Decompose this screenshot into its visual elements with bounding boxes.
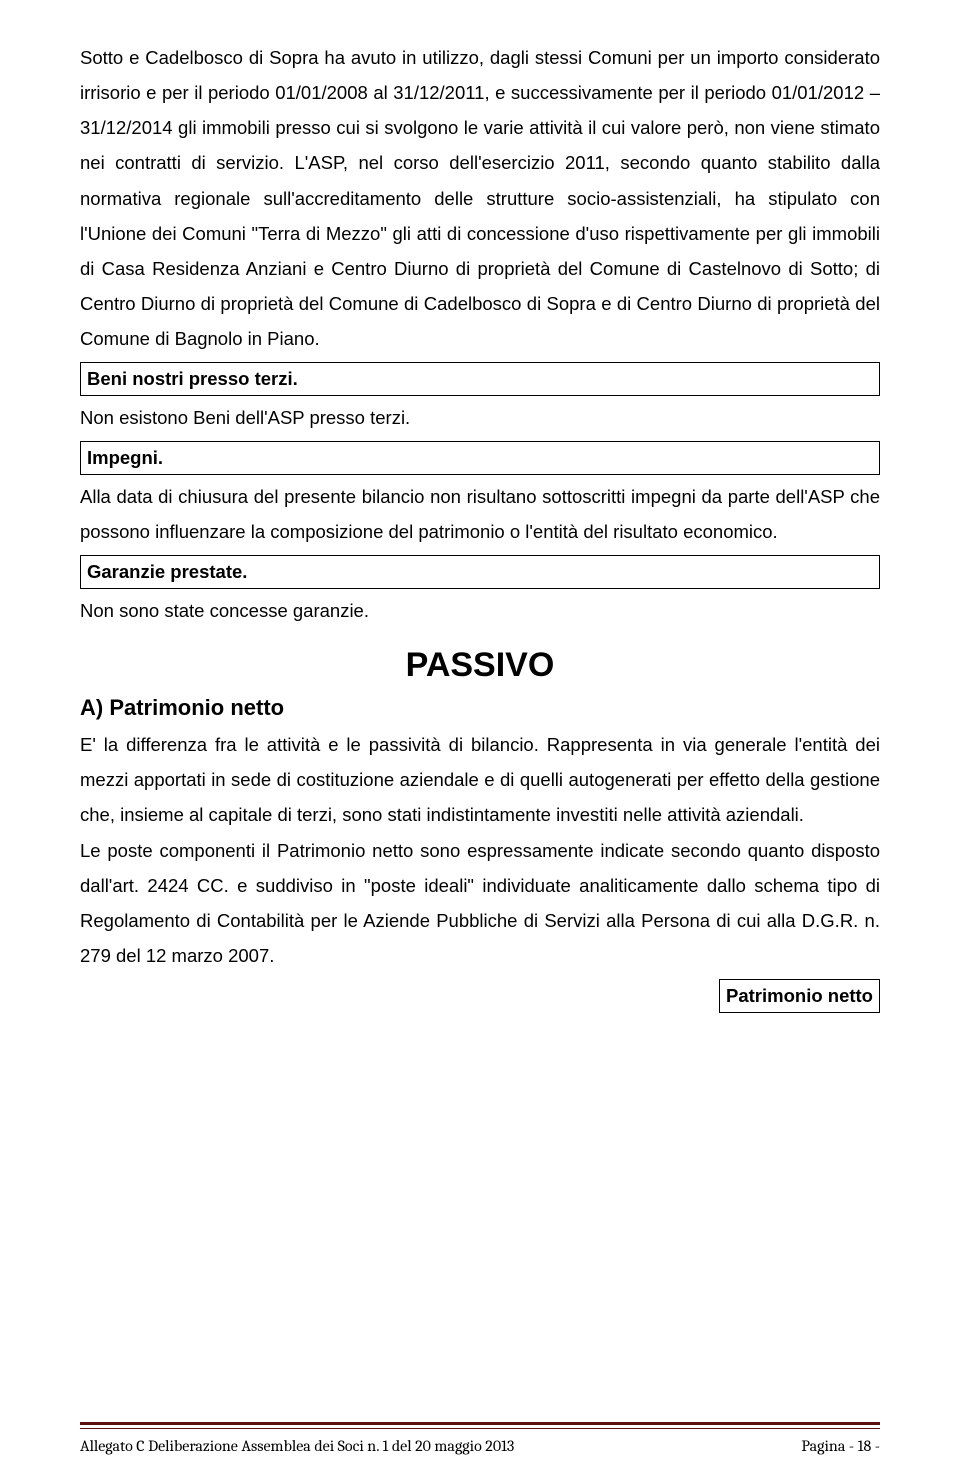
title-passivo: PASSIVO (80, 646, 880, 685)
section-a-text2: Le poste componenti il Patrimonio netto … (80, 833, 880, 974)
box-garanzie: Garanzie prestate. (80, 555, 880, 589)
document-page: Sotto e Cadelbosco di Sopra ha avuto in … (0, 0, 960, 1483)
footer-left-text: Allegato C Deliberazione Assemblea dei S… (80, 1437, 514, 1455)
footer-right-text: Pagina - 18 - (801, 1437, 880, 1455)
paragraph-intro: Sotto e Cadelbosco di Sopra ha avuto in … (80, 40, 880, 356)
section-a-text1: E' la differenza fra le attività e le pa… (80, 727, 880, 832)
box-beni-nostri: Beni nostri presso terzi. (80, 362, 880, 396)
box-impegni: Impegni. (80, 441, 880, 475)
text-garanzie: Non sono state concesse garanzie. (80, 593, 880, 628)
text-impegni: Alla data di chiusura del presente bilan… (80, 479, 880, 549)
text-beni-nostri: Non esistono Beni dell'ASP presso terzi. (80, 400, 880, 435)
page-footer: Allegato C Deliberazione Assemblea dei S… (80, 1437, 880, 1455)
box-patrimonio-netto: Patrimonio netto (719, 979, 880, 1013)
footer-rule-thin (80, 1428, 880, 1429)
footer-rule-thick (80, 1422, 880, 1425)
section-a-title: A) Patrimonio netto (80, 695, 880, 721)
